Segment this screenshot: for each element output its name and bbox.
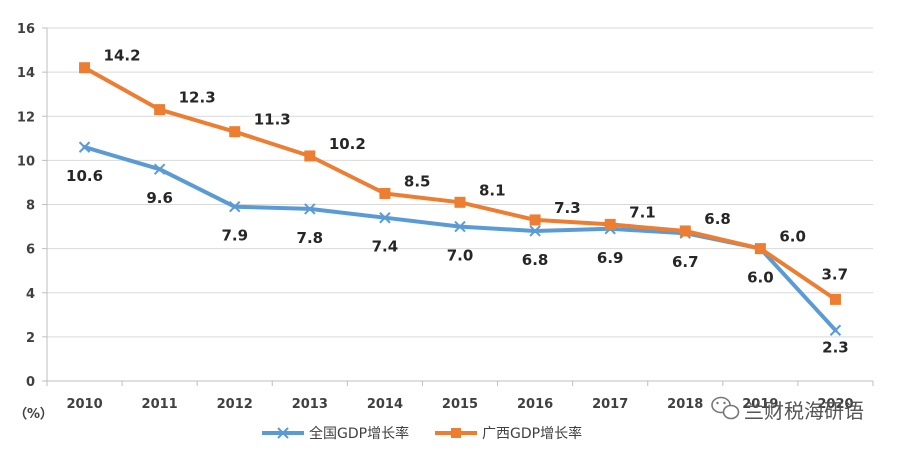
- y-tick-label: 0: [26, 375, 35, 390]
- data-point-square: [679, 225, 691, 237]
- y-tick-label: 4: [26, 287, 35, 302]
- data-point-square: [604, 218, 616, 230]
- wechat-icon: [711, 396, 740, 420]
- legend-label: 广西GDP增长率: [482, 425, 582, 442]
- data-point-square: [229, 126, 241, 138]
- data-label: 7.1: [629, 203, 656, 221]
- data-point-x: [529, 225, 541, 237]
- data-point-x: [229, 200, 241, 213]
- data-label: 9.6: [146, 189, 173, 207]
- marker-stroke: [229, 200, 241, 213]
- marker-stroke: [78, 141, 91, 153]
- x-tick-label: 2012: [217, 397, 253, 412]
- data-label: 8.1: [479, 181, 506, 199]
- data-point-x: [304, 203, 316, 215]
- data-point-square: [529, 214, 541, 226]
- data-label: 14.2: [104, 47, 141, 65]
- data-label: 11.3: [254, 111, 291, 129]
- x-tick-label: 2014: [367, 397, 403, 412]
- watermark-text: 兰财税海研语: [744, 399, 864, 423]
- data-label: 6.8: [522, 251, 549, 269]
- data-label: 10.2: [329, 135, 366, 153]
- data-point-square: [454, 196, 466, 208]
- y-tick-label: 14: [17, 66, 35, 81]
- data-label: 8.5: [404, 172, 431, 190]
- data-point-x: [379, 212, 391, 224]
- x-tick-label: 2018: [667, 397, 703, 412]
- x-tick-label: 2020: [817, 397, 853, 412]
- data-label: 3.7: [821, 265, 848, 283]
- data-point-x: [829, 324, 842, 336]
- axes: [42, 27, 874, 386]
- y-tick-label: 16: [17, 22, 35, 37]
- data-label: 6.7: [672, 253, 699, 271]
- y-tick-label: 10: [17, 154, 35, 169]
- data-label: 10.6: [66, 167, 103, 185]
- y-tick-label: 2: [26, 331, 35, 346]
- x-tick-label: 2019: [742, 397, 778, 412]
- marker-stroke: [829, 324, 842, 336]
- data-labels: 10.6 9.6 7.9 7.8 7.4 7.0 6.8 6.9 6.7 6.0 2.3 14.2 12…: [66, 47, 849, 357]
- gridlines: [47, 27, 873, 338]
- x-tick-label: 2013: [292, 397, 328, 412]
- data-label: 12.3: [179, 89, 216, 107]
- data-label: 7.9: [221, 227, 248, 245]
- data-label: 6.0: [779, 228, 806, 246]
- data-point-square: [79, 62, 91, 74]
- data-point-square: [829, 293, 841, 305]
- data-label: 7.8: [297, 229, 324, 247]
- y-tick-label: 12: [17, 110, 35, 125]
- data-label: 6.8: [704, 210, 731, 228]
- data-label: 7.0: [447, 247, 474, 265]
- marker-stroke: [304, 203, 316, 215]
- data-label: 7.4: [372, 238, 399, 256]
- legend-swatch-x: [277, 427, 289, 439]
- x-tick-label: 2011: [142, 397, 178, 412]
- data-label: 7.3: [554, 199, 581, 217]
- y-unit-label: （%）: [14, 406, 53, 422]
- data-label: 6.0: [747, 269, 774, 287]
- data-point-square: [754, 243, 766, 255]
- y-tick-label: 8: [26, 199, 35, 214]
- x-tick-label: 2016: [517, 397, 553, 412]
- data-point-square: [304, 150, 316, 162]
- legend-item: 广西GDP增长率: [435, 425, 582, 442]
- data-label: 2.3: [822, 338, 849, 356]
- legend-item: 全国GDP增长率: [262, 425, 409, 442]
- data-label: 6.9: [597, 249, 624, 267]
- watermark: 兰财税海研语: [711, 396, 864, 423]
- x-tick-labels: 2010 2011 2012 2013 2014 2015 2016 2017 2018 2019…: [66, 397, 853, 412]
- legend-swatch-square: [451, 428, 461, 438]
- marker-stroke: [379, 212, 391, 224]
- series-markers: [78, 62, 842, 336]
- y-tick-label: 6: [26, 243, 35, 258]
- legend: 全国GDP增长率 广西GDP增长率: [262, 425, 582, 442]
- data-point-x: [78, 141, 91, 153]
- x-tick-label: 2015: [442, 397, 478, 412]
- y-tick-labels: 0 2 4 6 8 10 12 14 16: [17, 22, 35, 390]
- data-point-x: [454, 220, 466, 233]
- data-point-square: [379, 187, 391, 199]
- x-tick-label: 2010: [66, 397, 102, 412]
- x-tick-label: 2017: [592, 397, 628, 412]
- marker-stroke: [153, 163, 166, 175]
- data-point-x: [153, 163, 166, 175]
- legend-label: 全国GDP增长率: [309, 425, 409, 442]
- data-point-square: [154, 104, 166, 116]
- marker-stroke: [454, 220, 466, 233]
- marker-stroke: [529, 225, 541, 237]
